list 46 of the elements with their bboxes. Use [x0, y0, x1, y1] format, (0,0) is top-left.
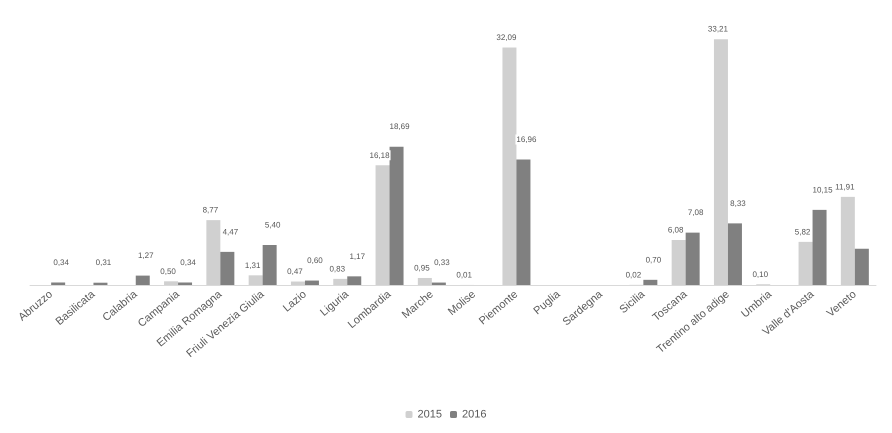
data-label: 0,50 [160, 266, 176, 276]
data-label: 16,96 [516, 134, 538, 144]
data-label: 5,40 [264, 220, 281, 230]
legend-label: 2015 [418, 408, 442, 420]
data-label: 0,34 [180, 258, 196, 267]
bar [728, 223, 742, 285]
data-label: 1,17 [349, 252, 366, 261]
data-label: 16,18 [370, 150, 390, 160]
bar [390, 146, 404, 285]
data-label: 6,08 [668, 226, 684, 235]
data-label: 1,31 [244, 260, 261, 270]
data-label: 7,08 [688, 208, 704, 218]
data-label: 0,95 [414, 263, 430, 272]
data-label: 0,47 [287, 267, 304, 276]
bar [136, 276, 150, 285]
data-label: 18,69 [390, 122, 410, 132]
bar [854, 248, 869, 285]
data-label: 0,83 [329, 264, 346, 274]
bar [220, 252, 234, 285]
data-label: 0,02 [626, 270, 642, 280]
data-label: 0,31 [96, 258, 112, 268]
data-label: 5,82 [794, 227, 811, 236]
data-label: 0,01 [456, 270, 472, 280]
data-label: 11,91 [835, 182, 856, 192]
bar [51, 282, 66, 285]
bar [812, 210, 827, 285]
data-label: 8,77 [202, 206, 219, 215]
data-label: 0,10 [752, 270, 769, 279]
data-label: 0,33 [434, 258, 450, 268]
bar [262, 245, 277, 285]
data-label: 33,21 [708, 24, 729, 34]
data-label: 4,47 [222, 227, 239, 236]
bar [516, 159, 530, 285]
legend-label: 2016 [462, 408, 486, 420]
data-label: 32,09 [496, 33, 518, 42]
data-label: 0,70 [646, 255, 662, 264]
bar [643, 280, 658, 285]
bar [686, 232, 700, 285]
data-label: 8,33 [730, 198, 746, 208]
data-label: 0,34 [53, 258, 70, 267]
data-label: 10,15 [812, 185, 834, 194]
data-label: 0,60 [307, 256, 324, 266]
bar [178, 282, 192, 285]
data-label: 1,27 [138, 251, 154, 260]
bar [304, 280, 319, 285]
bar [347, 276, 362, 285]
